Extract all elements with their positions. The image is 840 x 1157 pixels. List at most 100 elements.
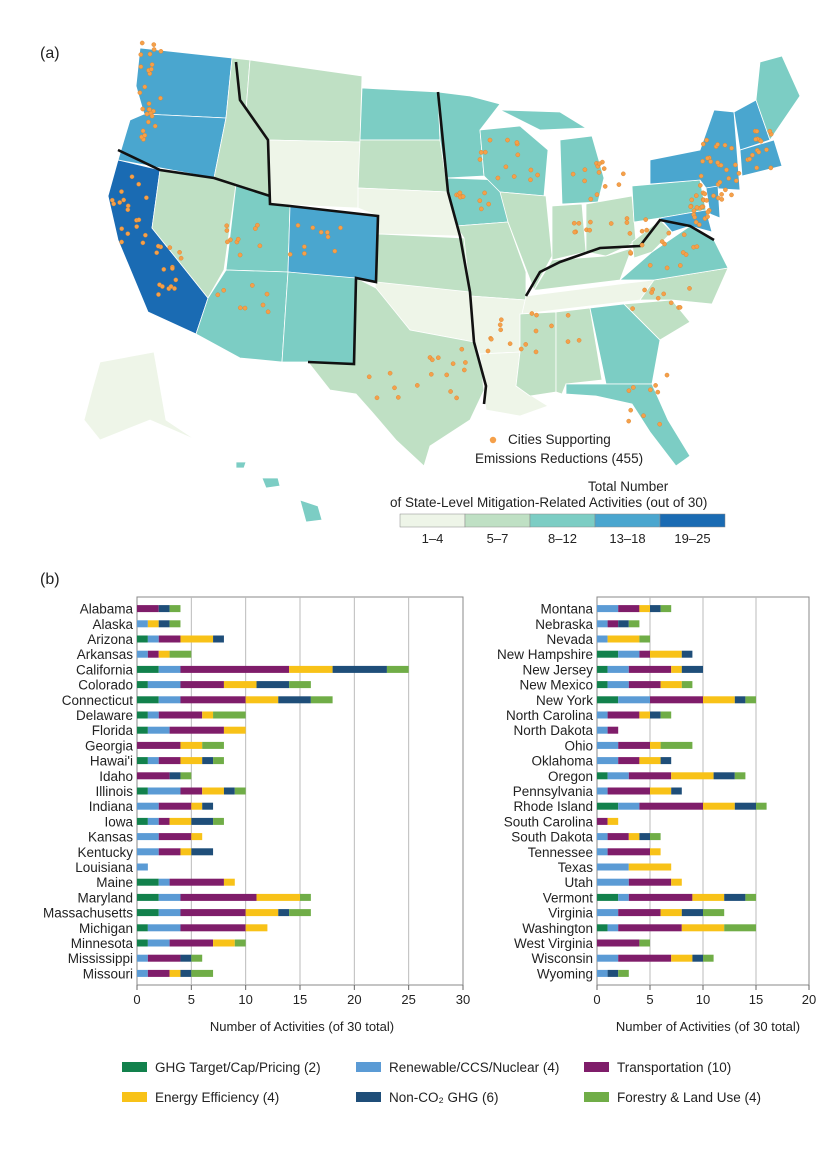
city-dot [747, 156, 752, 162]
color-scale: 1–4 5–7 8–12 13–18 19–25 [399, 513, 726, 546]
bar-segment [618, 696, 650, 704]
city-dot [117, 200, 122, 205]
bar-segment [202, 787, 224, 795]
bar-segment [137, 711, 148, 719]
legend-swatch [122, 1092, 147, 1102]
bar-segment [660, 741, 693, 749]
bar-segment [597, 741, 619, 749]
city-dot [144, 111, 150, 117]
bar-segment [147, 969, 170, 977]
bar-segment [597, 665, 608, 673]
city-dot [178, 255, 184, 261]
bar-segment [158, 878, 170, 886]
city-dot [717, 179, 723, 185]
bar-segment [234, 787, 246, 795]
category-label: Connecticut [62, 693, 134, 708]
city-dot [655, 295, 661, 301]
bar-segment [245, 909, 279, 917]
city-dot [698, 173, 704, 179]
category-label: Massachusetts [43, 906, 133, 921]
bar-segment [137, 954, 148, 962]
bar-segment [607, 711, 640, 719]
bar-segment [607, 665, 629, 673]
bar-segment [180, 696, 246, 704]
bar-segment [137, 802, 159, 810]
bar-segment [639, 802, 703, 810]
category-label: California [76, 662, 134, 677]
bar-segment [639, 605, 650, 613]
bar-segment [180, 772, 192, 780]
city-dot [535, 172, 540, 178]
bar-segment [724, 893, 746, 901]
city-dot [649, 290, 654, 295]
bar-segment [202, 741, 224, 749]
city-dot [736, 170, 742, 176]
city-dot [628, 250, 633, 255]
bar-segment [639, 757, 661, 765]
category-label: Virginia [548, 906, 593, 921]
bar-segment [597, 605, 619, 613]
boundary-plains [436, 91, 488, 405]
city-dot [142, 133, 148, 138]
bar-segment [180, 924, 246, 932]
bar-segment [660, 757, 672, 765]
city-dot [125, 203, 131, 209]
bar-segment [628, 863, 672, 871]
bar-segment [213, 817, 224, 825]
bar-segment [628, 772, 672, 780]
city-dot [264, 291, 270, 297]
legend-swatch [584, 1092, 609, 1102]
bar-segment [169, 620, 181, 628]
category-label: Colorado [78, 678, 133, 693]
category-label: Vermont [543, 890, 594, 905]
bar-segment [137, 939, 148, 947]
city-dot [119, 226, 124, 231]
city-dot [155, 243, 161, 249]
city-dot [705, 209, 711, 215]
city-dot [325, 234, 331, 240]
bar-segment [618, 757, 640, 765]
city-dot [414, 383, 420, 388]
city-dot [147, 107, 152, 112]
city-dot [626, 418, 632, 424]
category-label: Arkansas [77, 647, 134, 662]
city-dot [639, 242, 645, 248]
city-dot [734, 178, 739, 183]
city-dot [528, 177, 533, 183]
city-dot [655, 389, 661, 395]
city-dot [726, 176, 732, 181]
city-dot [119, 189, 124, 194]
bar-segment [597, 787, 608, 795]
bar-segment [628, 681, 661, 689]
state-maine [755, 55, 801, 141]
city-dot [653, 383, 658, 388]
bar-segment [245, 696, 279, 704]
bar-segment [671, 954, 693, 962]
city-dot [514, 140, 520, 145]
scale-title-2: of State-Level Mitigation-Related Activi… [390, 495, 707, 510]
x-tick-label: 5 [188, 992, 195, 1007]
bar-segment [597, 954, 619, 962]
bar-segment [681, 909, 703, 917]
bar-segment [180, 741, 203, 749]
city-dot [503, 164, 509, 170]
bar-segment [169, 878, 224, 886]
bar-segment [147, 787, 181, 795]
city-dot [151, 42, 157, 47]
bar-segment [278, 696, 311, 704]
city-dot [705, 214, 710, 219]
bar-segment [213, 711, 246, 719]
bar-segment [607, 833, 629, 841]
x-axis-label-left: Number of Activities (of 30 total) [210, 1019, 394, 1034]
city-legend-text-1: Cities Supporting [508, 432, 611, 447]
city-dot [533, 328, 539, 334]
city-dot [463, 360, 468, 365]
bar-segment [158, 833, 192, 841]
category-label: Oregon [548, 769, 593, 784]
city-dot [302, 251, 307, 256]
city-dot [768, 165, 774, 171]
bar-segment [703, 909, 725, 917]
city-dot [444, 372, 450, 378]
x-tick-label: 25 [401, 992, 415, 1007]
